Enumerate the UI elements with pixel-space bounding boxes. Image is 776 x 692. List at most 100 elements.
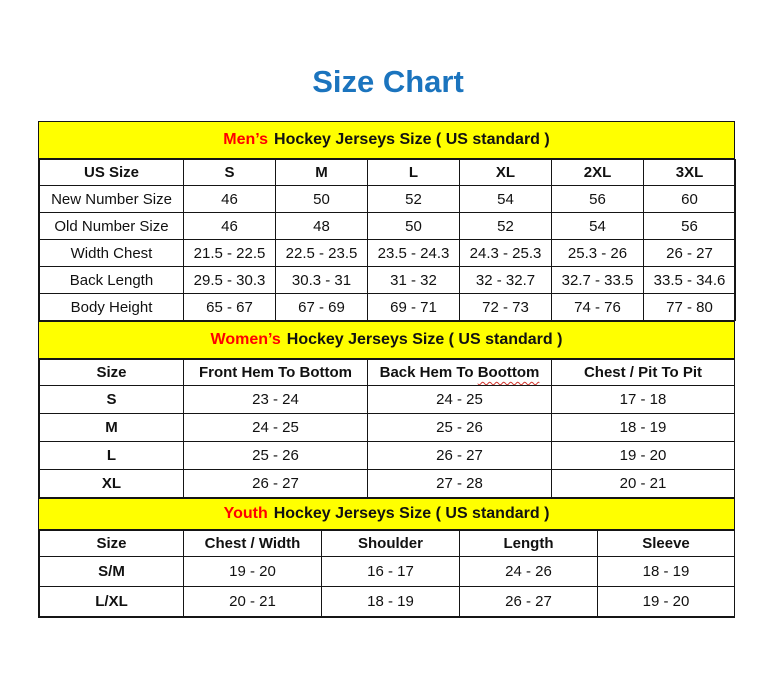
size-value-cell: 20 - 21 (183, 586, 322, 617)
youth-banner: Youth Hockey Jerseys Size ( US standard ) (39, 498, 734, 530)
column-header: Sleeve (597, 530, 735, 557)
youth-banner-text: Hockey Jerseys Size ( US standard ) (273, 505, 550, 522)
column-header: S (183, 159, 276, 186)
column-header: Front Hem To Bottom (183, 359, 368, 386)
size-value-cell: 23.5 - 24.3 (367, 239, 460, 267)
mens-banner: Men’s Hockey Jerseys Size ( US standard ) (39, 122, 734, 159)
row-label: XL (39, 469, 184, 498)
size-value-cell: 54 (459, 185, 552, 213)
mens-size-table: US Size S M L XL 2XL 3XL New Number Size 46 50 52 5… (39, 159, 736, 321)
size-value-cell: 20 - 21 (551, 469, 735, 498)
size-value-cell: 25.3 - 26 (551, 239, 644, 267)
womens-banner-highlight: Women’s (210, 331, 281, 348)
size-value-cell: 26 - 27 (367, 441, 552, 470)
size-value-cell: 29.5 - 30.3 (183, 266, 276, 294)
size-value-cell: 19 - 20 (183, 556, 322, 587)
row-label: L/XL (39, 586, 184, 617)
column-header: Chest / Pit To Pit (551, 359, 735, 386)
table-row: S/M 19 - 20 16 - 17 24 - 26 18 - 19 (39, 556, 735, 587)
column-header: Chest / Width (183, 530, 322, 557)
size-value-cell: 56 (551, 185, 644, 213)
size-value-cell: 74 - 76 (551, 293, 644, 321)
youth-banner-highlight: Youth (223, 505, 268, 522)
size-value-cell: 69 - 71 (367, 293, 460, 321)
table-row: L 25 - 26 26 - 27 19 - 20 (39, 441, 735, 470)
size-value-cell: 48 (275, 212, 368, 240)
size-value-cell: 25 - 26 (183, 441, 368, 470)
size-value-cell: 18 - 19 (551, 413, 735, 442)
size-value-cell: 56 (643, 212, 736, 240)
mens-banner-highlight: Men’s (223, 131, 269, 148)
size-value-cell: 32 - 32.7 (459, 266, 552, 294)
row-label: L (39, 441, 184, 470)
misspelled-word: Boottom (477, 364, 540, 381)
size-value-cell: 19 - 20 (597, 586, 735, 617)
column-header: 2XL (551, 159, 644, 186)
size-value-cell: 26 - 27 (459, 586, 598, 617)
size-value-cell: 50 (275, 185, 368, 213)
womens-header-row: Size Front Hem To Bottom Back Hem To Boott… (39, 359, 735, 386)
row-label: Back Length (39, 266, 184, 294)
size-value-cell: 54 (551, 212, 644, 240)
size-value-cell: 67 - 69 (275, 293, 368, 321)
size-value-cell: 18 - 19 (597, 556, 735, 587)
size-value-cell: 30.3 - 31 (275, 266, 368, 294)
womens-banner: Women’s Hockey Jerseys Size ( US standard… (39, 321, 734, 359)
column-header: Shoulder (321, 530, 460, 557)
youth-section: Youth Hockey Jerseys Size ( US standard )… (39, 498, 735, 617)
column-header: Length (459, 530, 598, 557)
womens-section: Women’s Hockey Jerseys Size ( US standard… (39, 321, 735, 498)
size-value-cell: 27 - 28 (367, 469, 552, 498)
column-header: XL (459, 159, 552, 186)
column-header: Size (39, 359, 184, 386)
page-title: Size Chart (312, 64, 464, 99)
table-row: XL 26 - 27 27 - 28 20 - 21 (39, 469, 735, 498)
size-value-cell: 16 - 17 (321, 556, 460, 587)
size-value-cell: 19 - 20 (551, 441, 735, 470)
size-value-cell: 46 (183, 212, 276, 240)
row-label: Old Number Size (39, 212, 184, 240)
size-value-cell: 23 - 24 (183, 385, 368, 414)
row-label: New Number Size (39, 185, 184, 213)
size-value-cell: 22.5 - 23.5 (275, 239, 368, 267)
size-value-cell: 33.5 - 34.6 (643, 266, 736, 294)
row-label: Width Chest (39, 239, 184, 267)
column-header: L (367, 159, 460, 186)
womens-size-table: Size Front Hem To Bottom Back Hem To Boott… (39, 359, 735, 498)
row-label: S/M (39, 556, 184, 587)
row-label: M (39, 413, 184, 442)
size-value-cell: 32.7 - 33.5 (551, 266, 644, 294)
size-value-cell: 24 - 25 (183, 413, 368, 442)
size-value-cell: 24.3 - 25.3 (459, 239, 552, 267)
youth-size-table: Size Chest / Width Shoulder Length Sleeve S/M… (39, 530, 735, 617)
size-value-cell: 60 (643, 185, 736, 213)
size-value-cell: 52 (459, 212, 552, 240)
size-value-cell: 72 - 73 (459, 293, 552, 321)
column-header: Size (39, 530, 184, 557)
column-header: M (275, 159, 368, 186)
row-label: Body Height (39, 293, 184, 321)
column-header: US Size (39, 159, 184, 186)
table-row: Old Number Size 46 48 50 52 54 56 (39, 212, 736, 240)
column-header: Back Hem To Boottom (367, 359, 552, 386)
table-row: New Number Size 46 50 52 54 56 60 (39, 185, 736, 213)
mens-section: Men’s Hockey Jerseys Size ( US standard )… (39, 122, 736, 321)
mens-banner-text: Hockey Jerseys Size ( US standard ) (274, 131, 550, 148)
table-row: S 23 - 24 24 - 25 17 - 18 (39, 385, 735, 414)
row-label: S (39, 385, 184, 414)
table-row: M 24 - 25 25 - 26 18 - 19 (39, 413, 735, 442)
size-value-cell: 24 - 26 (459, 556, 598, 587)
size-value-cell: 52 (367, 185, 460, 213)
table-row: L/XL 20 - 21 18 - 19 26 - 27 19 - 20 (39, 586, 735, 617)
size-value-cell: 25 - 26 (367, 413, 552, 442)
size-value-cell: 26 - 27 (183, 469, 368, 498)
mens-header-row: US Size S M L XL 2XL 3XL (39, 159, 736, 186)
womens-banner-text: Hockey Jerseys Size ( US standard ) (286, 331, 563, 348)
size-value-cell: 31 - 32 (367, 266, 460, 294)
size-value-cell: 77 - 80 (643, 293, 736, 321)
table-row: Back Length 29.5 - 30.3 30.3 - 31 31 - 32 32… (39, 266, 736, 294)
size-value-cell: 46 (183, 185, 276, 213)
size-value-cell: 24 - 25 (367, 385, 552, 414)
size-value-cell: 17 - 18 (551, 385, 735, 414)
